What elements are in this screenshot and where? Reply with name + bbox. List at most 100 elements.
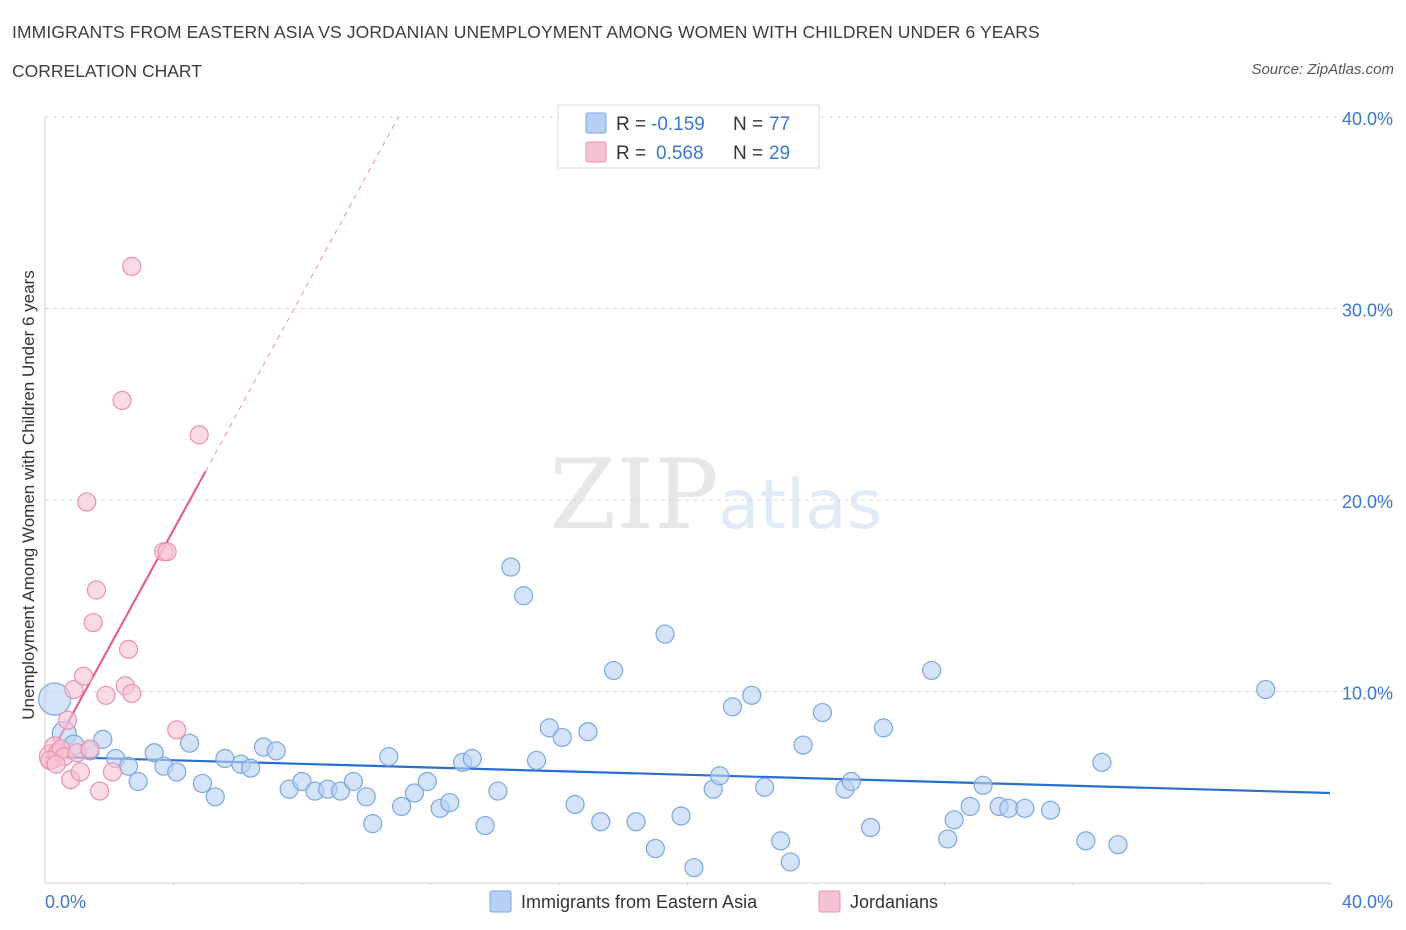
bottom-legend-swatch-pink bbox=[818, 890, 841, 913]
legend-swatch-blue bbox=[585, 112, 607, 134]
point-immigrants bbox=[356, 787, 376, 807]
point-immigrants bbox=[604, 660, 624, 681]
point-immigrants bbox=[93, 729, 113, 749]
point-jordanians bbox=[83, 612, 103, 633]
point-immigrants bbox=[922, 660, 942, 681]
point-jordanians bbox=[90, 781, 110, 801]
series-jordanians bbox=[38, 256, 209, 801]
y-tick-label: 30.0% bbox=[1342, 301, 1393, 321]
point-immigrants bbox=[671, 806, 691, 826]
point-immigrants bbox=[179, 733, 200, 753]
point-jordanians bbox=[64, 679, 84, 700]
y-tick-labels: 10.0% 20.0% 30.0% 40.0% bbox=[1342, 109, 1393, 704]
point-immigrants bbox=[167, 762, 187, 782]
point-jordanians bbox=[73, 666, 94, 686]
watermark-atlas: atlas bbox=[718, 466, 882, 545]
stats-legend: R = -0.159 N = 77 R = 0.568 N = 29 bbox=[557, 104, 820, 169]
point-immigrants bbox=[192, 773, 213, 794]
series-legend: Immigrants from Eastern Asia Jordanians bbox=[489, 890, 938, 913]
point-immigrants bbox=[391, 796, 412, 817]
legend-n-value-2: 29 bbox=[769, 143, 790, 164]
grid-lines bbox=[45, 116, 1393, 692]
point-immigrants bbox=[1108, 835, 1128, 855]
chart-subtitle: CORRELATION CHART bbox=[12, 61, 202, 81]
point-immigrants bbox=[873, 718, 894, 738]
y-tick-label: 40.0% bbox=[1342, 109, 1393, 129]
series-immigrants-eastern-asia bbox=[38, 557, 1276, 878]
point-immigrants bbox=[363, 814, 383, 834]
point-jordanians bbox=[80, 739, 100, 759]
point-immigrants bbox=[440, 792, 460, 813]
point-immigrants bbox=[144, 743, 164, 763]
x-ticks bbox=[173, 883, 1331, 885]
legend-n-label-1: N = bbox=[733, 114, 763, 135]
point-immigrants bbox=[1015, 798, 1035, 818]
point-jordanians bbox=[70, 762, 90, 782]
point-immigrants bbox=[771, 831, 791, 851]
trend-line-immigrants bbox=[44, 755, 1331, 795]
legend-r-label-1: R = bbox=[616, 114, 646, 135]
point-immigrants bbox=[417, 771, 437, 792]
point-jordanians bbox=[118, 639, 139, 659]
point-immigrants bbox=[861, 817, 881, 838]
legend-r-label-2: R = bbox=[616, 143, 646, 164]
bottom-legend-label-blue: Immigrants from Eastern Asia bbox=[521, 892, 758, 912]
point-jordanians bbox=[96, 685, 116, 705]
y-axis-label: Unemployment Among Women with Children U… bbox=[19, 270, 38, 719]
point-immigrants bbox=[379, 747, 399, 767]
point-immigrants bbox=[812, 702, 833, 723]
point-immigrants bbox=[514, 586, 534, 606]
point-immigrants bbox=[343, 771, 363, 792]
point-immigrants bbox=[973, 775, 993, 795]
point-immigrants bbox=[684, 858, 704, 878]
point-immigrants bbox=[526, 750, 547, 771]
legend-swatch-pink bbox=[585, 141, 607, 163]
point-immigrants bbox=[793, 735, 813, 755]
point-immigrants bbox=[754, 777, 775, 797]
point-immigrants bbox=[462, 748, 482, 769]
point-immigrants bbox=[565, 794, 585, 815]
point-jordanians bbox=[46, 754, 66, 774]
legend-n-value-1: 77 bbox=[769, 114, 790, 135]
legend-r-value-2: 0.568 bbox=[656, 143, 704, 164]
point-jordanians bbox=[57, 710, 78, 730]
point-jordanians bbox=[77, 492, 97, 512]
point-immigrants bbox=[841, 771, 861, 792]
point-immigrants bbox=[292, 771, 312, 792]
point-immigrants bbox=[1092, 752, 1112, 772]
watermark-zip: ZIP bbox=[549, 439, 718, 551]
point-immigrants bbox=[475, 815, 495, 836]
legend-r-value-1: -0.159 bbox=[651, 114, 705, 135]
point-jordanians bbox=[122, 683, 142, 704]
point-jordanians bbox=[102, 762, 123, 782]
point-jordanians bbox=[112, 390, 132, 411]
x-tick-label-min: 0.0% bbox=[45, 892, 86, 912]
point-immigrants bbox=[742, 685, 762, 705]
point-jordanians bbox=[122, 256, 142, 276]
point-immigrants bbox=[1040, 800, 1061, 820]
point-immigrants bbox=[944, 810, 964, 830]
chart-title: IMMIGRANTS FROM EASTERN ASIA VS JORDANIA… bbox=[12, 22, 1040, 42]
source-credit: Source: ZipAtlas.com bbox=[1251, 61, 1394, 78]
point-immigrants bbox=[128, 771, 148, 792]
point-immigrants bbox=[205, 787, 225, 807]
legend-n-label-2: N = bbox=[733, 143, 763, 164]
point-immigrants bbox=[215, 748, 235, 769]
point-immigrants bbox=[118, 756, 139, 776]
point-immigrants bbox=[645, 838, 665, 859]
point-immigrants bbox=[655, 624, 675, 644]
bottom-legend-label-pink: Jordanians bbox=[850, 892, 938, 912]
point-jordanians bbox=[167, 720, 187, 740]
trend-line-jordanians-extension bbox=[205, 116, 399, 472]
point-immigrants bbox=[404, 783, 425, 803]
point-immigrants bbox=[38, 682, 72, 716]
point-immigrants bbox=[938, 829, 958, 849]
point-immigrants bbox=[591, 812, 611, 832]
point-immigrants bbox=[578, 722, 598, 742]
point-immigrants bbox=[488, 781, 508, 801]
point-jordanians bbox=[189, 425, 209, 445]
point-immigrants bbox=[266, 741, 286, 761]
point-jordanians bbox=[86, 580, 107, 600]
y-tick-label: 20.0% bbox=[1342, 492, 1393, 512]
